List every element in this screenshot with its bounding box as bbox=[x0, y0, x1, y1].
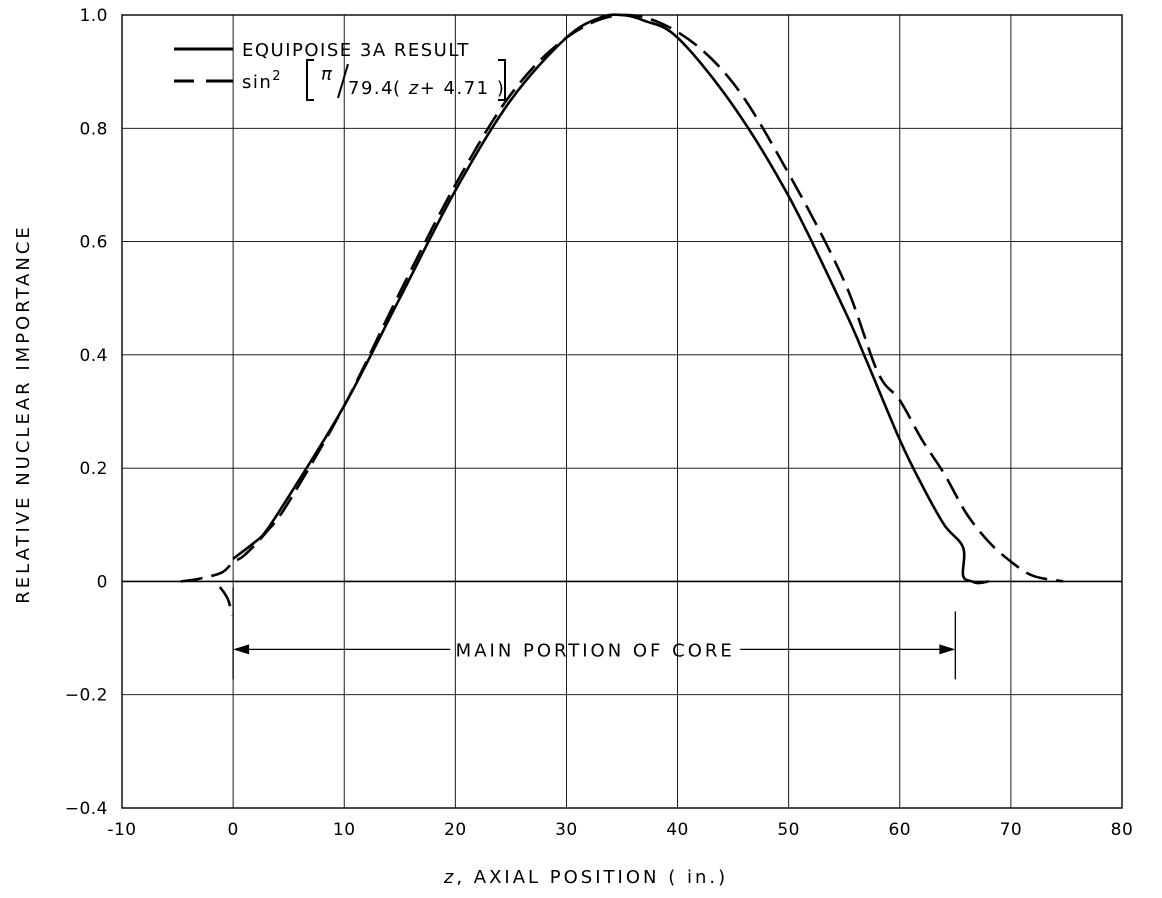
series-layer bbox=[180, 13, 1064, 616]
x-tick-label: 20 bbox=[444, 820, 467, 840]
legend-denominator: 79.4 bbox=[348, 78, 394, 99]
x-tick-label: -10 bbox=[107, 820, 136, 840]
core-annotation: MAIN PORTION OF CORE bbox=[232, 587, 956, 680]
plot-frame bbox=[121, 14, 1123, 809]
x-tick-label: 60 bbox=[888, 820, 911, 840]
legend-slash bbox=[337, 63, 349, 99]
x-tick-label: 40 bbox=[666, 820, 689, 840]
x-tick-label: 0 bbox=[227, 820, 238, 840]
legend-solid-label: EQUIPOISE 3A RESULT bbox=[242, 40, 470, 61]
y-tick-label: −0.2 bbox=[65, 686, 108, 706]
y-tick-label: 0 bbox=[97, 572, 108, 592]
legend-bracket-right bbox=[498, 59, 506, 101]
legend-paren-expr: ( z+ 4.71 ) bbox=[393, 78, 505, 99]
core-annotation-label: MAIN PORTION OF CORE bbox=[456, 640, 735, 661]
x-tick-label: 30 bbox=[555, 820, 578, 840]
y-tick-label: 0.2 bbox=[79, 459, 108, 479]
y-tick-labels: −0.4 −0.2 0 0.2 0.4 0.6 0.8 1.0 bbox=[65, 6, 108, 819]
series-dashed-line bbox=[180, 13, 1064, 583]
x-axis-var: z bbox=[443, 867, 456, 888]
y-tick-label: −0.4 bbox=[65, 799, 108, 819]
legend-var: z bbox=[408, 78, 420, 99]
x-tick-label: 10 bbox=[333, 820, 356, 840]
legend-pi: π bbox=[321, 64, 333, 85]
x-tick-labels: -10 0 10 20 30 40 50 60 70 80 bbox=[107, 820, 1134, 840]
x-tick-label: 80 bbox=[1111, 820, 1134, 840]
legend: EQUIPOISE 3A RESULT sin2 π 79.4 ( z+ 4.7… bbox=[174, 40, 506, 101]
core-arrow-head-right bbox=[939, 644, 956, 655]
x-tick-label: 70 bbox=[1000, 820, 1023, 840]
axes bbox=[121, 14, 1123, 809]
legend-sin: sin bbox=[242, 72, 272, 93]
y-tick-label: 0.6 bbox=[79, 233, 108, 253]
x-axis-title: z, AXIAL POSITION ( in.) bbox=[443, 867, 728, 888]
grid bbox=[122, 15, 1122, 808]
series-solid-line bbox=[232, 13, 989, 585]
y-axis-title: RELATIVE NUCLEAR IMPORTANCE bbox=[13, 224, 34, 603]
core-arrow-head-left bbox=[233, 644, 250, 655]
legend-paren-open: ( bbox=[393, 78, 402, 99]
legend-bracket-left bbox=[306, 59, 314, 101]
y-tick-label: 1.0 bbox=[79, 6, 108, 26]
legend-rest: + 4.71 ) bbox=[420, 78, 506, 99]
series-dashed-line bbox=[218, 586, 234, 616]
y-tick-label: 0.4 bbox=[79, 346, 108, 366]
legend-sup: 2 bbox=[272, 69, 282, 84]
x-tick-label: 50 bbox=[777, 820, 800, 840]
x-axis-label: , AXIAL POSITION ( in.) bbox=[456, 867, 728, 888]
y-tick-label: 0.8 bbox=[79, 119, 108, 139]
legend-dashed-label: sin2 bbox=[242, 69, 282, 93]
